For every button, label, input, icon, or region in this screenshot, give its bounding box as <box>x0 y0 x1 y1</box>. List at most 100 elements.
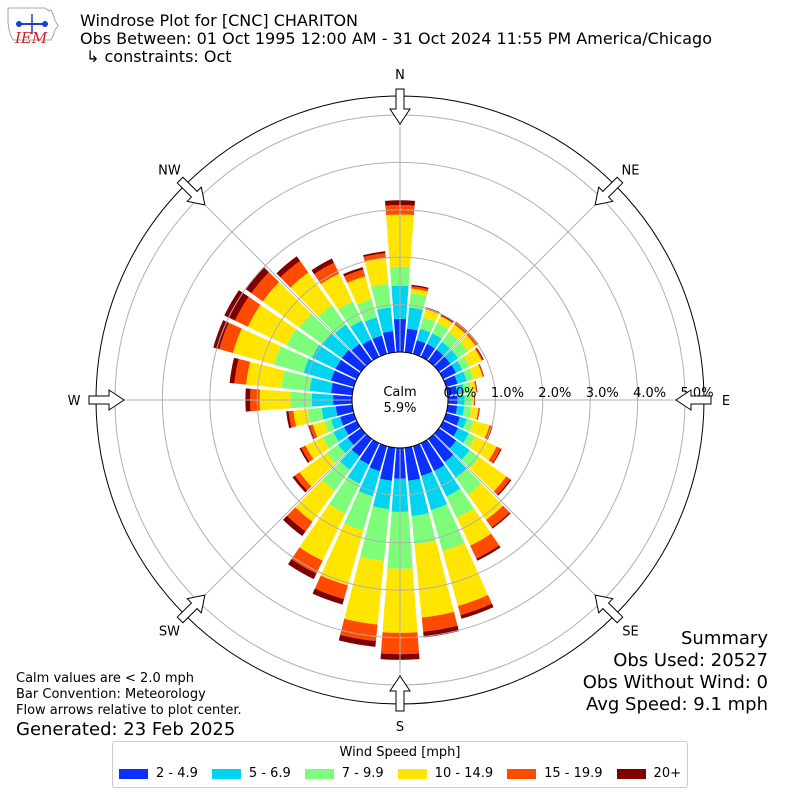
bar-segment <box>311 344 341 369</box>
bar-segment <box>488 446 501 464</box>
bar-segment <box>283 515 306 536</box>
bar-segment <box>411 284 429 290</box>
direction-label: NE <box>622 163 640 178</box>
bar-segment <box>347 276 372 305</box>
bar-segment <box>460 603 494 619</box>
summary-avg-speed: Avg Speed: 9.1 mph <box>586 694 768 715</box>
bar-segment <box>290 272 332 317</box>
summary-obs-without-wind: Obs Without Wind: 0 <box>582 672 768 693</box>
bar-segment <box>459 335 476 352</box>
bar-segment <box>351 343 372 366</box>
bar-segment <box>286 411 292 429</box>
legend-item: 7 - 9.9 <box>304 766 384 781</box>
bar-segment <box>341 349 366 372</box>
bar-segment <box>372 335 388 357</box>
direction-label: S <box>396 720 404 735</box>
radial-tick-label: 2.0% <box>538 386 571 401</box>
iem-logo: IEM <box>7 7 59 47</box>
bar-segment <box>295 480 335 522</box>
bar-segment <box>455 405 465 416</box>
bar-segment <box>454 322 467 334</box>
bar-segment <box>309 424 318 439</box>
bar-segment <box>414 540 455 618</box>
bar-segment <box>428 434 454 463</box>
direction-label: SW <box>159 625 180 640</box>
bar-segment <box>287 559 317 580</box>
bar-segment <box>312 588 345 605</box>
bar-segment <box>299 504 346 561</box>
chart-subtitle-period: Obs Between: 01 Oct 1995 12:00 AM - 31 O… <box>80 29 712 48</box>
bar-segment <box>416 328 431 344</box>
legend-item: 2 - 4.9 <box>119 766 198 781</box>
bar-segment <box>469 381 477 393</box>
bar-segment <box>491 512 511 529</box>
bar-segment <box>335 359 361 380</box>
bar-segment <box>330 370 357 388</box>
bar-segment <box>420 439 445 472</box>
bar-segment <box>330 416 344 430</box>
bar-segment <box>262 282 312 328</box>
flow-arrow <box>389 675 411 712</box>
bar-segment <box>347 459 369 484</box>
bar-segment <box>245 267 269 294</box>
bar-segment <box>246 361 285 389</box>
legend-label: 2 - 4.9 <box>156 766 198 781</box>
bar-segment <box>344 269 366 283</box>
radial-tick-label: 0.0% <box>443 386 476 401</box>
direction-label: NW <box>158 163 181 178</box>
bar-segment <box>455 384 465 395</box>
summary-block: Summary Obs Used: 20527 Obs Without Wind… <box>583 628 768 716</box>
bar-segment <box>311 258 334 275</box>
bar-segment <box>281 370 313 391</box>
grid-spoke <box>433 184 616 367</box>
bar-segment <box>463 418 474 432</box>
bar-segment <box>466 333 478 346</box>
bar-segment <box>446 488 474 519</box>
bar-segment <box>344 491 373 531</box>
bar-segment <box>322 432 339 449</box>
direction-label: W <box>68 394 81 409</box>
bar-segment <box>322 333 349 359</box>
bar-segment <box>477 407 480 420</box>
calm-definition: Calm values are < 2.0 mph <box>16 671 195 686</box>
bar-segment <box>320 273 353 310</box>
bar-segment <box>478 364 484 377</box>
legend-item: 20+ <box>616 766 681 781</box>
bar-segment <box>335 324 360 351</box>
bar-segment <box>437 316 453 330</box>
bar-segment <box>461 450 480 469</box>
bar-segment <box>457 594 492 616</box>
bar-segment <box>474 380 478 393</box>
direction-label: SE <box>622 625 638 640</box>
bar-segment <box>343 420 361 436</box>
bar-segment <box>404 328 418 354</box>
bar-segment <box>235 296 261 327</box>
bar-segment <box>339 449 360 470</box>
legend-swatch <box>507 768 537 779</box>
bar-segment <box>299 447 310 463</box>
bar-segment <box>454 371 467 384</box>
bar-segment <box>377 307 394 333</box>
bar-segment <box>314 575 348 600</box>
bar-segment <box>442 543 489 606</box>
bar-segment <box>350 320 371 345</box>
bar-segment <box>474 348 483 361</box>
radial-tick-label: 1.0% <box>491 386 524 401</box>
bar-segment <box>420 343 436 361</box>
bar-segment <box>469 420 490 439</box>
bar-convention: Bar Convention: Meteorology <box>16 687 206 702</box>
legend-item: 15 - 19.9 <box>507 766 603 781</box>
flow-arrow <box>176 176 206 206</box>
bar-segment <box>434 356 451 372</box>
bar-segment <box>299 452 336 487</box>
bar-segment <box>363 253 386 262</box>
bar-segment <box>363 251 386 258</box>
bar-segment <box>430 504 465 552</box>
bar-segment <box>408 478 429 517</box>
legend-label: 15 - 19.9 <box>544 766 603 781</box>
legend-swatch <box>616 768 646 779</box>
bar-segment <box>463 368 474 382</box>
bar-segment <box>229 357 239 384</box>
